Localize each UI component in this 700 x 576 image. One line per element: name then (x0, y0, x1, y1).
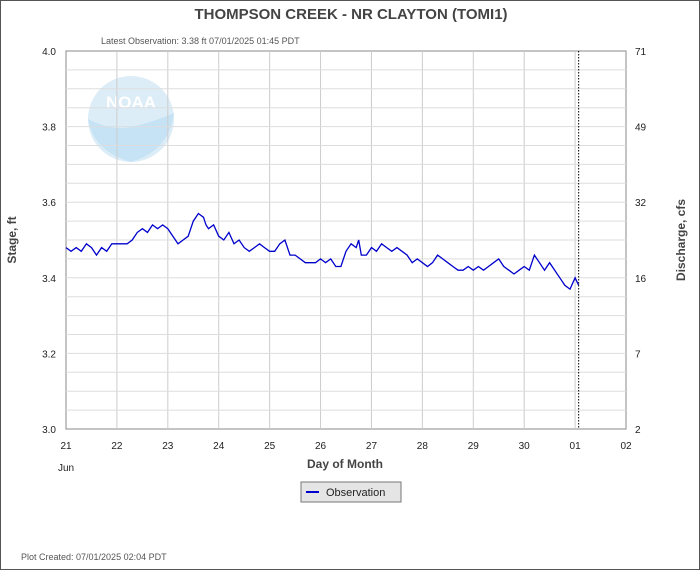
latest-observation-text: Latest Observation: 3.38 ft 07/01/2025 0… (101, 36, 300, 46)
noaa-logo-text: NOAA (106, 93, 156, 112)
y-tick-label-right: 7 (635, 349, 641, 360)
y-tick-label-right: 49 (635, 123, 647, 134)
legend: Observation (300, 481, 402, 503)
x-tick-label: 30 (519, 441, 531, 452)
y-tick-label-right: 71 (635, 47, 647, 58)
y-axis-right-label: Discharge, cfs (674, 199, 688, 281)
x-tick-label: 24 (213, 441, 225, 452)
y-tick-label-right: 2 (635, 425, 641, 436)
y-tick-label-right: 32 (635, 198, 647, 209)
legend-box (300, 481, 402, 503)
x-tick-label: 26 (315, 441, 327, 452)
y-tick-label-right: 16 (635, 274, 647, 285)
y-axis-right-ticks: 2 7 16 32 49 71 (635, 47, 647, 436)
series-group (65, 212, 580, 291)
x-tick-label: 21 (60, 441, 72, 452)
y-tick-label-left: 3.4 (42, 274, 56, 285)
x-tick-label: 23 (162, 441, 174, 452)
x-tick-label: 02 (620, 441, 632, 452)
x-tick-label: 25 (264, 441, 276, 452)
y-tick-label-left: 3.8 (42, 123, 56, 134)
x-tick-label: 01 (570, 441, 582, 452)
plot-created-text: Plot Created: 07/01/2025 02:04 PDT (21, 552, 167, 562)
x-tick-label: 28 (417, 441, 429, 452)
x-tick-label: 22 (111, 441, 123, 452)
y-tick-label-left: 3.6 (42, 198, 56, 209)
grid-lines (66, 51, 626, 429)
x-tick-label: 27 (366, 441, 378, 452)
y-tick-label-left: 4.0 (42, 47, 56, 58)
x-axis-month-label: Jun (58, 463, 74, 474)
y-axis-left-label: Stage, ft (5, 216, 19, 263)
y-tick-label-left: 3.2 (42, 349, 56, 360)
x-axis-label: Day of Month (307, 457, 383, 471)
y-axis-left-ticks: 3.0 3.2 3.4 3.6 3.8 4.0 (42, 47, 56, 436)
series-line-observation (65, 212, 580, 291)
y-tick-label-left: 3.0 (42, 425, 56, 436)
chart-title: THOMPSON CREEK - NR CLAYTON (TOMI1) (194, 6, 507, 23)
x-tick-label: 29 (468, 441, 480, 452)
x-axis-ticks: 21 22 23 24 25 26 27 28 29 30 01 02 (60, 441, 632, 452)
legend-label: Observation (326, 487, 385, 499)
